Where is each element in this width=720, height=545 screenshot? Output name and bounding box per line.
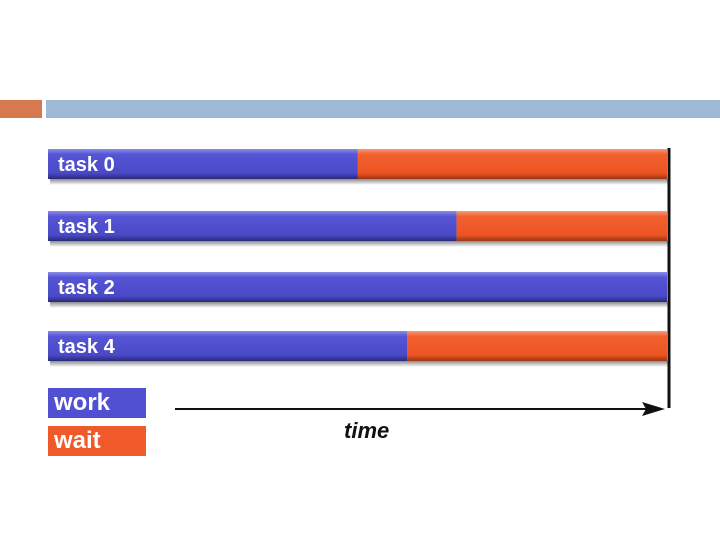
bar-task-1-work [48,211,457,241]
bar-label-task-4: task 4 [58,336,116,358]
bar-task-0-work [48,149,358,179]
time-axis-arrowhead [642,402,665,416]
bar-shadow-task-0 [50,179,669,185]
legend-wait-label: wait [54,427,101,454]
slide-header-accent-left [0,100,42,118]
bar-shadow-task-4 [50,361,669,367]
bar-task-1-wait [456,211,667,241]
bar-label-task-0: task 0 [58,154,115,176]
slide-header-accent-right [46,100,720,118]
bar-label-task-1: task 1 [58,216,115,238]
bar-task-0-wait [357,149,667,179]
bar-task-2-work [48,272,667,302]
legend-work-label: work [54,389,111,416]
legend-wait: wait [48,426,146,456]
bar-shadow-task-1 [50,241,669,247]
bar-labels-layer: task 0 task 1 task 2 task 4 [58,154,116,358]
bars-layer [48,149,669,367]
legend-work: work [48,388,146,418]
bar-shadow-task-2 [50,302,669,308]
bar-label-task-2: task 2 [58,277,115,299]
bar-task-4-wait [407,331,667,361]
time-axis-label: time [344,418,390,443]
bar-task-4-work [48,331,408,361]
